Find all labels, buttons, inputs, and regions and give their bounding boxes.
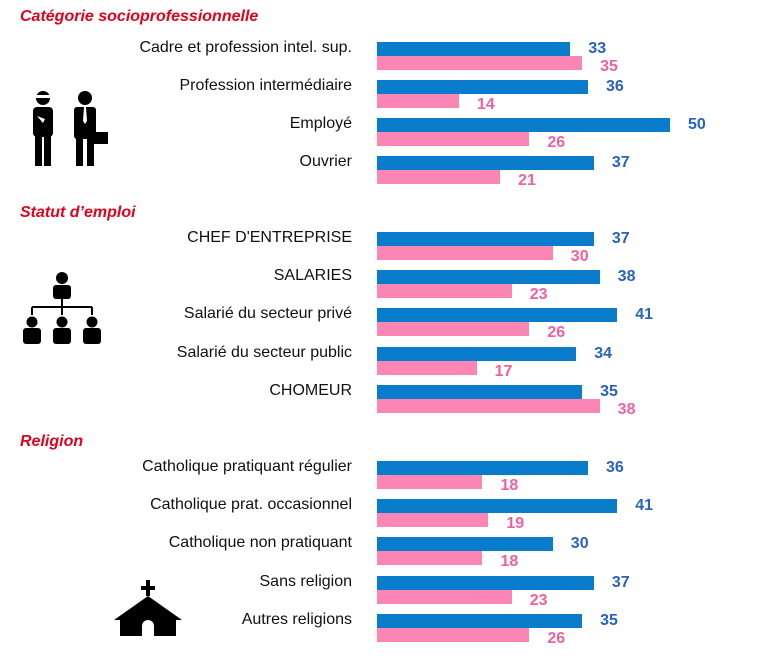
bar-series-a [377,42,571,56]
category-label: Ouvrier [299,153,352,170]
value-label-series-b: 23 [529,286,548,303]
value-label-series-a: 37 [611,154,630,171]
value-label-series-a: 35 [600,612,618,629]
bar-series-a [377,80,588,94]
group-title: Statut d’emploi [20,204,136,221]
value-label-series-a: 36 [605,459,624,476]
bar-series-a [377,385,583,399]
value-label-series-b: 30 [570,248,589,265]
value-label-series-a: 41 [635,306,654,323]
bar-series-a [377,576,594,590]
bar-series-b [377,56,583,70]
bar-series-b [377,170,501,184]
value-label-series-b: 38 [617,401,636,418]
value-label-series-b: 19 [506,515,525,532]
value-label-series-b: 26 [547,630,566,647]
bar-series-a [377,499,618,513]
bar-series-a [377,614,583,628]
category-label: CHEF D'ENTREPRISE [187,229,352,246]
category-label: SALARIES [273,267,352,284]
bar-series-a [377,308,618,322]
value-label-series-b: 21 [518,172,536,189]
group-title: Religion [20,433,84,450]
value-label-series-a: 41 [635,497,654,514]
value-label-series-b: 18 [500,553,519,570]
value-label-series-a: 37 [611,574,630,591]
value-label-series-a: 35 [600,383,618,400]
bar-series-b [377,132,530,146]
value-label-series-b: 14 [477,96,495,113]
category-label: Employé [289,115,352,132]
church-icon [114,580,182,636]
value-label-series-a: 30 [570,535,589,552]
value-label-series-a: 33 [588,40,607,57]
category-label: Sans religion [259,573,353,590]
category-label: CHOMEUR [269,382,352,399]
category-label: Autres religions [241,611,352,628]
bar-series-b [377,322,530,336]
category-label: Salarié du secteur public [176,344,352,361]
value-label-series-b: 26 [547,134,566,151]
value-label-series-b: 35 [600,58,618,75]
bar-series-b [377,399,600,413]
bar-series-a [377,232,594,246]
bar-series-b [377,513,489,527]
value-label-series-b: 18 [500,477,519,494]
bar-series-b [377,361,477,375]
category-label: Catholique pratiquant régulier [142,458,352,475]
bar-series-a [377,270,600,284]
bar-series-a [377,156,594,170]
group-title: Catégorie socioprofessionnelle [20,8,259,25]
bar-series-a [377,347,577,361]
bar-series-b [377,590,512,604]
bar-series-b [377,475,483,489]
category-label: Cadre et profession intel. sup. [139,39,352,56]
category-label: Catholique non pratiquant [168,534,352,551]
bar-series-b [377,551,483,565]
bar-series-b [377,628,530,642]
value-label-series-b: 23 [529,592,548,609]
value-label-series-b: 17 [494,363,513,380]
value-label-series-a: 36 [605,78,624,95]
workers-icon [33,91,108,166]
value-label-series-a: 50 [688,116,706,133]
category-label: Catholique prat. occasionnel [150,496,352,513]
value-label-series-a: 34 [594,345,613,362]
bar-series-b [377,94,460,108]
bar-series-a [377,537,553,551]
value-label-series-b: 26 [547,324,566,341]
value-label-series-a: 38 [617,268,636,285]
value-label-series-a: 37 [611,230,630,247]
category-label: Salarié du secteur privé [183,305,352,322]
org-chart-icon [23,272,101,344]
bar-series-b [377,284,512,298]
category-label: Profession intermédiaire [179,77,352,94]
bar-series-a [377,461,588,475]
bar-series-b [377,246,553,260]
bar-series-a [377,118,670,132]
